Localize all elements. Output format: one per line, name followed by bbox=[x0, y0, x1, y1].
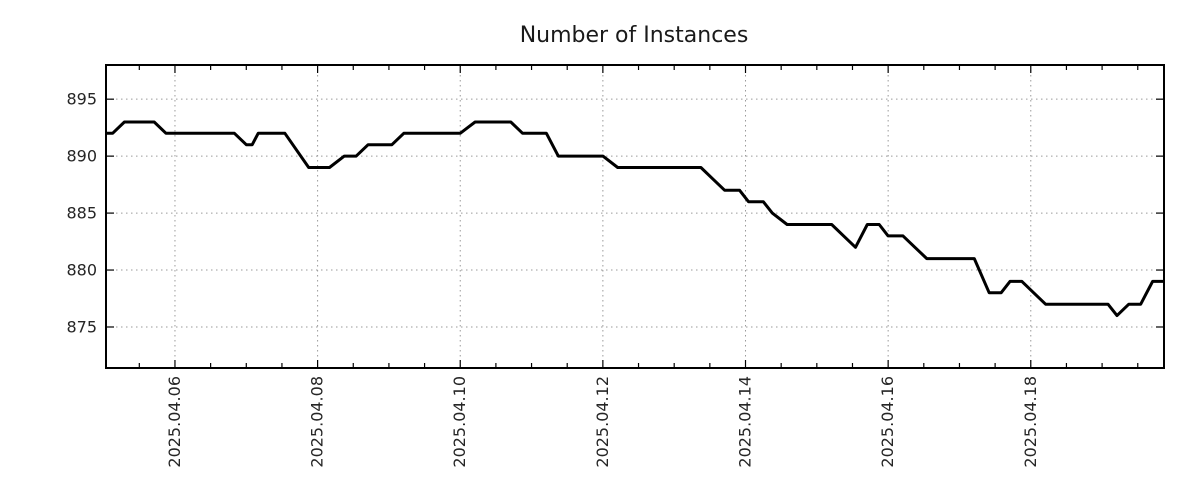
x-axis-date-label: 2025.04.12 bbox=[593, 376, 612, 468]
plot-border bbox=[105, 64, 1165, 369]
gridlines-layer bbox=[106, 65, 1164, 368]
y-axis-tick-label: 885 bbox=[66, 204, 97, 223]
x-axis-date-label: 2025.04.06 bbox=[165, 376, 184, 468]
data-series-layer bbox=[106, 120, 1165, 318]
series-line-instances bbox=[106, 120, 1165, 318]
ticks-layer bbox=[106, 65, 1164, 368]
x-axis-date-label: 2025.04.08 bbox=[308, 376, 327, 468]
tick-labels-layer: 875 880 885 890 895 2025.04.06 2025.04.08 2025.… bbox=[66, 90, 1039, 468]
x-axis-date-label: 2025.04.16 bbox=[878, 376, 897, 468]
x-axis-date-label: 2025.04.18 bbox=[1021, 376, 1040, 468]
y-axis-tick-label: 895 bbox=[66, 90, 97, 109]
plot-border-layer bbox=[105, 64, 1165, 369]
y-axis-tick-label: 875 bbox=[66, 317, 97, 336]
y-axis-tick-label: 890 bbox=[66, 147, 97, 166]
x-axis-date-label: 2025.04.10 bbox=[450, 376, 469, 468]
chart-title: Number of Instances bbox=[520, 23, 749, 48]
x-axis-date-label: 2025.04.14 bbox=[736, 376, 755, 468]
y-axis-tick-label: 880 bbox=[66, 261, 97, 280]
